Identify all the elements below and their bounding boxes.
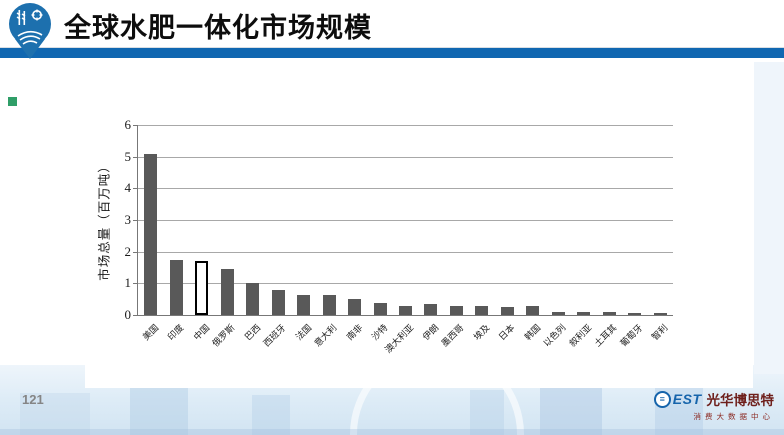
chart-bar-俄罗斯 xyxy=(220,269,234,315)
brand-logo: ≡ EST 光华博思特 消费大数据中心 xyxy=(653,389,775,422)
gridline xyxy=(138,125,673,126)
y-tick-mark xyxy=(133,188,137,190)
chart-bar-伊朗 xyxy=(424,303,438,315)
y-tick-label: 0 xyxy=(124,307,132,322)
chart-bar-土耳其 xyxy=(602,311,616,315)
right-edge-tint xyxy=(754,62,784,374)
gridline xyxy=(138,220,673,221)
chart-bar-韩国 xyxy=(526,305,540,315)
y-tick-mark xyxy=(133,156,137,158)
building-silhouette xyxy=(20,393,90,435)
chart-bar-葡萄牙 xyxy=(628,313,642,315)
chart-bar-南非 xyxy=(348,299,362,315)
chart-bar-墨西哥 xyxy=(449,306,463,315)
building-silhouette xyxy=(470,390,504,435)
brand-subtitle: 消费大数据中心 xyxy=(693,412,774,421)
chart-bar-智利 xyxy=(653,313,667,315)
bar-chart: 市场总量（百万吨） 0 1 2 3 4 5 6 美国 印度 中国 俄罗斯 巴西 西班牙 法国 意大利 南非 沙特… xyxy=(85,62,753,388)
chart-bar-中国 xyxy=(195,260,209,315)
gridline xyxy=(138,188,673,190)
y-tick-label: 6 xyxy=(124,117,132,132)
slide-header: 全球水肥一体化市场规模 xyxy=(0,0,784,47)
chart-bar-印度 xyxy=(169,259,183,315)
y-tick-label: 4 xyxy=(124,180,132,196)
y-tick-label: 3 xyxy=(124,212,132,227)
brand-b-icon: ≡ xyxy=(653,390,671,408)
y-tick-mark xyxy=(133,251,137,253)
building-silhouette xyxy=(252,395,290,435)
chart-bar-以色列 xyxy=(551,311,565,315)
green-accent-square xyxy=(8,97,17,106)
chart-bar-叙利亚 xyxy=(577,312,591,315)
plot-area xyxy=(137,125,673,316)
chart-bar-巴西 xyxy=(246,283,260,315)
band-bottom-strip xyxy=(0,429,784,435)
location-pin-agriculture-icon xyxy=(7,2,53,65)
chart-bar-埃及 xyxy=(475,305,489,315)
chart-bar-澳大利亚 xyxy=(399,305,412,315)
gridline xyxy=(138,283,673,285)
brand-est-text: EST xyxy=(672,391,702,407)
y-tick-label: 1 xyxy=(124,275,132,291)
y-tick-mark xyxy=(133,220,137,221)
page-number: 121 xyxy=(22,392,44,407)
y-tick-label: 5 xyxy=(124,148,132,164)
y-tick-mark xyxy=(133,125,137,126)
chart-bar-日本 xyxy=(500,306,514,315)
y-tick-label: 2 xyxy=(124,243,132,259)
y-tick-mark xyxy=(133,283,137,285)
page-title: 全球水肥一体化市场规模 xyxy=(64,13,372,43)
chart-bar-美国 xyxy=(144,153,158,315)
chart-bar-西班牙 xyxy=(271,289,285,315)
gridline xyxy=(138,251,673,253)
chart-bar-法国 xyxy=(297,295,311,315)
brand-name: 光华博思特 xyxy=(706,393,775,408)
header-divider-bar xyxy=(0,47,784,58)
gridline xyxy=(138,156,673,158)
chart-bar-沙特 xyxy=(373,303,387,315)
chart-bar-意大利 xyxy=(322,295,336,315)
building-silhouette xyxy=(130,387,188,435)
y-tick-mark xyxy=(133,315,137,316)
